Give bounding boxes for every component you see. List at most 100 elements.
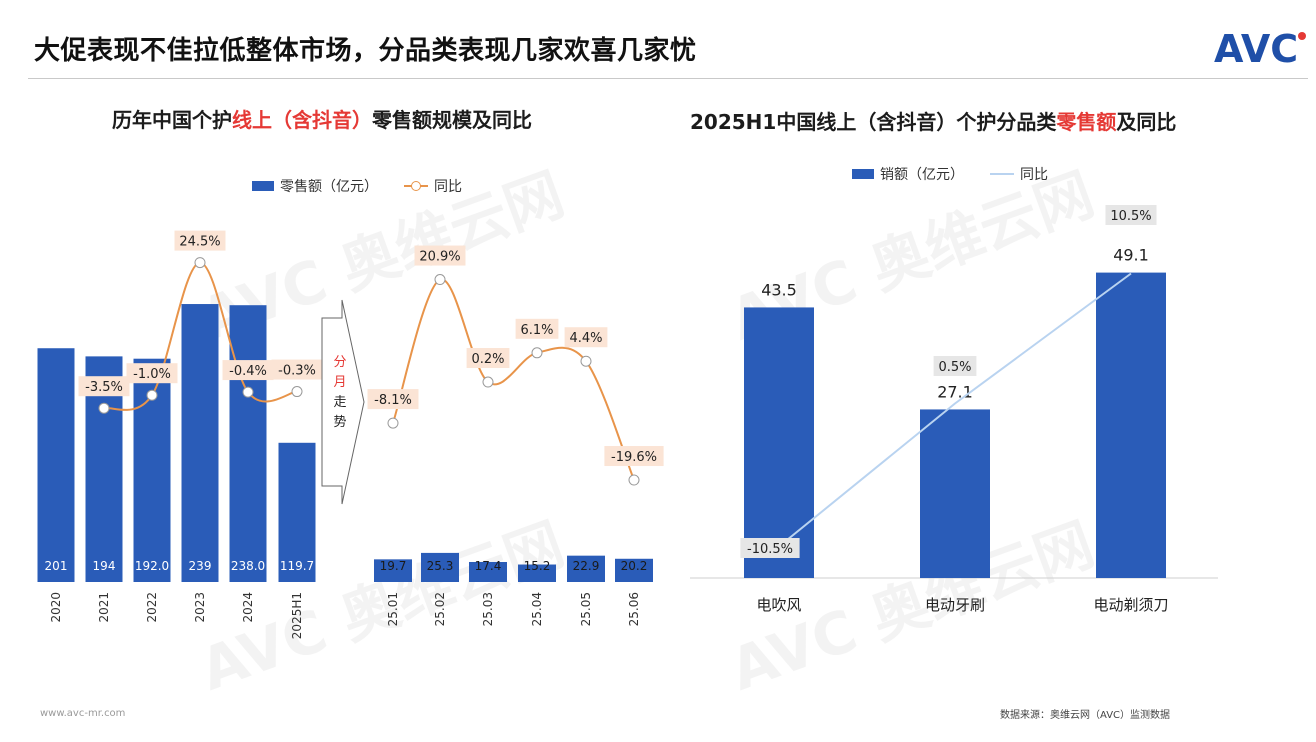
yoy-label-bg xyxy=(414,245,466,266)
yoy-label: -8.1% xyxy=(374,393,412,408)
bar-value-label: 194 xyxy=(93,559,116,573)
avc-logo: AVC xyxy=(1214,27,1306,70)
x-tick-label: 25.01 xyxy=(386,592,400,626)
legend-bar-swatch xyxy=(252,181,274,191)
bar-monthly xyxy=(615,558,653,582)
yoy-label: -3.5% xyxy=(85,380,123,395)
legend-line-swatch xyxy=(990,173,1014,175)
yoy-label: 0.2% xyxy=(471,352,504,367)
bar-value-label: 17.4 xyxy=(475,559,502,573)
bar-category xyxy=(744,307,814,578)
yoy-point xyxy=(628,474,640,486)
yoy-label: -10.5% xyxy=(747,542,793,557)
bar-yearly xyxy=(229,305,267,582)
bar-value-label: 25.3 xyxy=(427,559,454,573)
legend-bar-swatch xyxy=(852,169,874,179)
bar-category xyxy=(1096,272,1166,578)
yoy-label-bg xyxy=(515,318,559,339)
logo-text: AVC xyxy=(1214,27,1298,70)
yoy-label: -1.0% xyxy=(133,367,171,382)
legend-line-swatch xyxy=(404,181,428,191)
x-tick-label: 25.04 xyxy=(530,592,544,626)
yoy-label-bg xyxy=(174,230,226,251)
yoy-label-bg xyxy=(126,363,178,384)
x-tick-label: 2021 xyxy=(97,592,111,623)
x-tick-label: 25.05 xyxy=(579,592,593,626)
arrow-label-char: 分 xyxy=(333,355,346,370)
bar-value-label: 22.9 xyxy=(573,559,600,573)
x-tick-label: 2020 xyxy=(49,592,63,623)
yoy-label-bg xyxy=(271,359,323,380)
bar-value-label: 201 xyxy=(45,559,68,573)
yoy-point xyxy=(387,417,399,429)
x-tick-label: 2024 xyxy=(241,592,255,623)
data-source: 数据来源：奥维云网（AVC）监测数据 xyxy=(1000,710,1171,721)
yoy-point xyxy=(146,389,158,401)
x-tick-label: 2025H1 xyxy=(290,592,304,639)
yoy-label-bg xyxy=(466,348,510,369)
bar-yearly xyxy=(181,304,219,582)
yoy-label: 4.4% xyxy=(569,331,602,346)
arrow-label-char: 势 xyxy=(333,414,346,430)
yoy-point xyxy=(531,347,543,359)
yoy-label-bg xyxy=(367,389,419,410)
x-tick-label: 电动牙刷 xyxy=(925,596,985,614)
bar-value-label: 49.1 xyxy=(1113,246,1149,265)
legend-bar-label: 销额（亿元） xyxy=(880,167,964,183)
bar-value-label: 43.5 xyxy=(761,280,797,299)
bar-monthly xyxy=(469,561,507,582)
yoy-label: -0.3% xyxy=(278,364,316,379)
trend-arrow xyxy=(321,299,365,505)
legend-bar-label: 零售额（亿元） xyxy=(280,179,378,195)
yoy-label-bg xyxy=(1105,205,1157,225)
yoy-label: -0.4% xyxy=(229,364,267,379)
yoy-point xyxy=(98,402,110,414)
bar-value-label: 239 xyxy=(189,559,212,573)
bar-value-label: 27.1 xyxy=(937,382,973,401)
bar-value-label: 238.0 xyxy=(231,559,265,573)
yoy-label-bg xyxy=(740,538,800,558)
bar-monthly xyxy=(518,564,556,582)
arrow-label-char: 走 xyxy=(333,395,346,410)
right-chart-subtitle: 2025H1中国线上（含抖音）个护分品类零售额及同比 xyxy=(690,110,1177,134)
bar-category xyxy=(920,409,990,578)
yoy-label-bg xyxy=(78,376,130,397)
logo-dot xyxy=(1298,32,1306,40)
yoy-label: 10.5% xyxy=(1110,209,1151,224)
page-title: 大促表现不佳拉低整体市场，分品类表现几家欢喜几家忧 xyxy=(34,36,697,66)
legend-line-label: 同比 xyxy=(434,179,462,195)
yoy-label-bg xyxy=(564,327,608,348)
arrow-label-char: 月 xyxy=(333,375,346,390)
yoy-label: 6.1% xyxy=(520,323,553,338)
yoy-label-bg xyxy=(933,356,977,376)
title-divider xyxy=(28,78,1308,79)
x-tick-label: 25.03 xyxy=(481,592,495,626)
yoy-label-bg xyxy=(604,446,664,467)
x-tick-label: 电动剃须刀 xyxy=(1093,596,1168,614)
yoy-label-bg xyxy=(222,360,274,381)
right-legend: 销额（亿元） 同比 xyxy=(852,164,1048,184)
x-tick-label: 25.02 xyxy=(433,592,447,626)
bar-value-label: 19.7 xyxy=(380,559,407,573)
x-tick-label: 电吹风 xyxy=(756,596,801,614)
bar-value-label: 20.2 xyxy=(621,559,648,573)
yoy-label: -19.6% xyxy=(611,450,657,465)
yoy-line-monthly xyxy=(392,278,635,481)
bar-monthly xyxy=(567,555,605,582)
left-legend: 零售额（亿元） 同比 xyxy=(252,176,462,196)
x-tick-label: 2022 xyxy=(145,592,159,623)
yoy-point xyxy=(434,274,446,286)
left-chart-subtitle: 历年中国个护线上（含抖音）零售额规模及同比 xyxy=(112,108,532,132)
yoy-point xyxy=(291,386,303,398)
bar-value-label: 15.2 xyxy=(524,559,551,573)
x-tick-label: 2023 xyxy=(193,592,207,623)
bar-value-label: 119.7 xyxy=(280,559,314,573)
footer-url: www.avc-mr.com xyxy=(40,708,126,719)
yoy-point xyxy=(194,257,206,269)
yoy-point xyxy=(482,376,494,388)
bar-yearly xyxy=(278,442,316,582)
bar-yearly xyxy=(37,348,75,582)
yoy-label: 24.5% xyxy=(179,235,220,250)
x-tick-label: 25.06 xyxy=(627,592,641,626)
